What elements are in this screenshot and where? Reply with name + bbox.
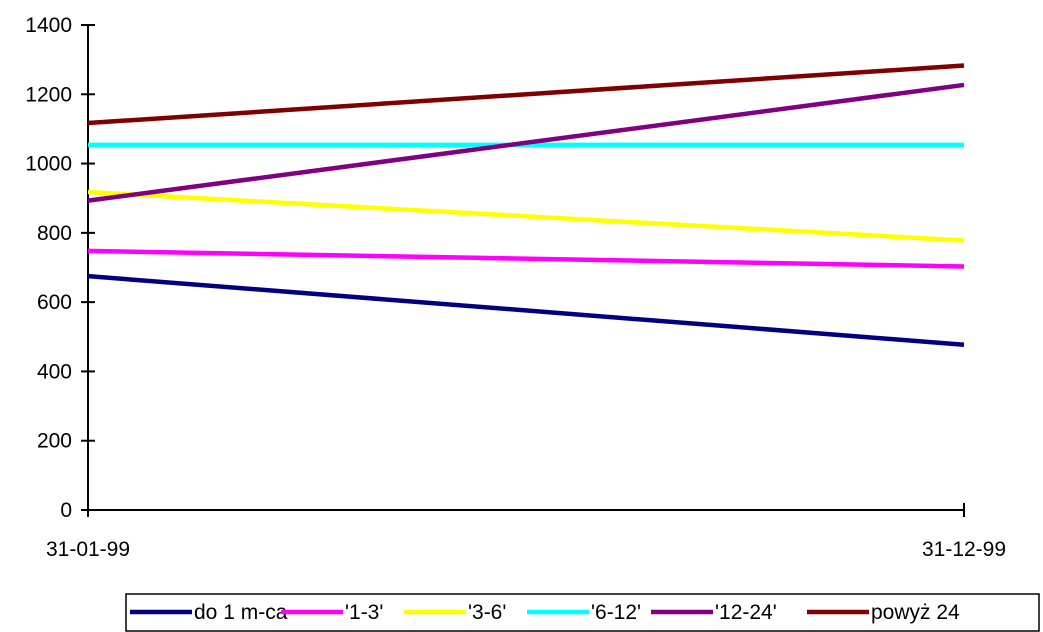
series-lines bbox=[87, 63, 965, 347]
x-tick-label: 31-12-99 bbox=[922, 538, 1006, 561]
y-tick-label: 600 bbox=[37, 291, 72, 314]
y-tick-label: 400 bbox=[37, 360, 72, 383]
y-tick-label: 1000 bbox=[25, 153, 72, 176]
legend-label: '3-6' bbox=[468, 601, 506, 624]
legend-items: do 1 m-ca '1-3' '3-6' '6-12' '12-24' powyż 24 bbox=[130, 601, 960, 624]
x-tick-label: 31-01-99 bbox=[46, 538, 130, 561]
x-axis-ticks: 31-01-99 31-12-99 bbox=[46, 503, 1006, 561]
y-tick-label: 1200 bbox=[25, 83, 72, 106]
series-line bbox=[87, 63, 965, 126]
y-tick-label: 200 bbox=[37, 430, 72, 453]
y-tick-label: 1400 bbox=[25, 14, 72, 37]
legend-label: powyż 24 bbox=[871, 601, 960, 624]
legend: do 1 m-ca '1-3' '3-6' '6-12' '12-24' powyż 24 bbox=[125, 593, 1040, 632]
series-line bbox=[87, 189, 965, 243]
legend-label: '12-24' bbox=[715, 601, 777, 624]
series-line bbox=[87, 82, 965, 203]
series-line bbox=[87, 273, 965, 347]
y-axis-ticks: 0 200 400 600 800 1000 1200 1400 bbox=[25, 14, 95, 522]
series-line bbox=[87, 248, 965, 269]
y-tick-label: 0 bbox=[60, 499, 72, 522]
y-tick-label: 800 bbox=[37, 222, 72, 245]
legend-label: '1-3' bbox=[345, 601, 383, 624]
legend-label: do 1 m-ca bbox=[194, 601, 288, 624]
legend-label: '6-12' bbox=[591, 601, 641, 624]
